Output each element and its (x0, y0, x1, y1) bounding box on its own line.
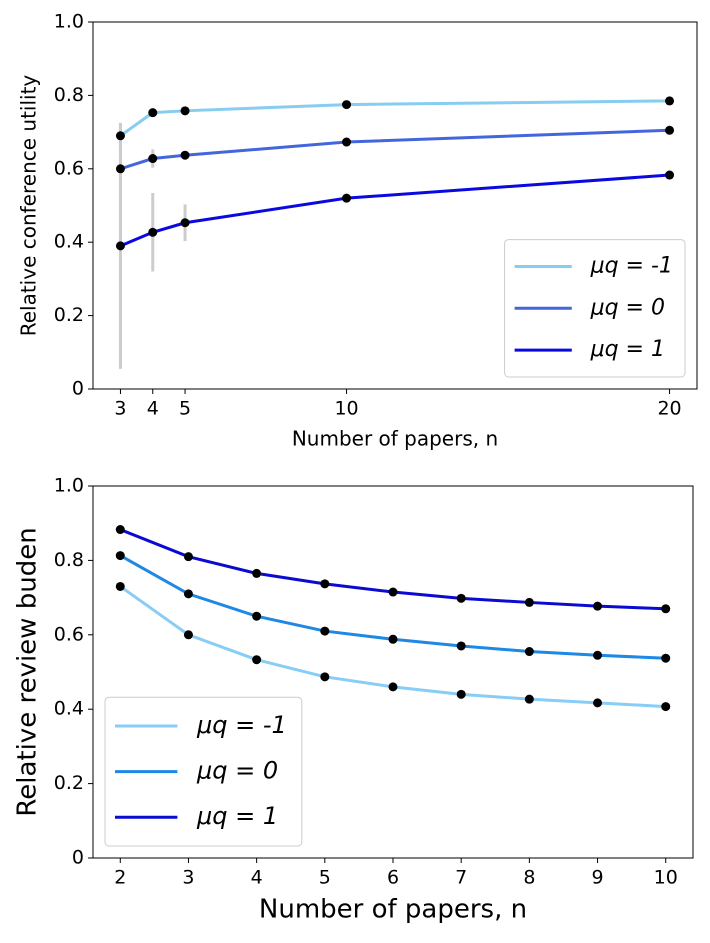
data-point (593, 601, 603, 611)
data-point (148, 108, 158, 118)
y-tick-label: 0 (72, 378, 84, 400)
legend-box (104, 696, 303, 847)
x-tick-label: 8 (523, 867, 535, 889)
plot-frame (92, 21, 698, 390)
x-tick-label: 4 (147, 398, 159, 420)
y-axis-label: Relative review buden (13, 527, 43, 816)
data-point (388, 682, 398, 692)
data-point (524, 597, 534, 607)
y-tick-label: 0.4 (54, 231, 84, 253)
x-tick-label: 3 (114, 398, 126, 420)
data-point (183, 552, 193, 562)
legend-label: μq = 0 (196, 757, 278, 785)
data-point (661, 702, 671, 712)
data-point (661, 653, 671, 663)
data-point (342, 193, 352, 203)
y-axis-label: Relative conference utility (17, 75, 41, 337)
plot-frame (92, 485, 694, 859)
data-point (115, 131, 125, 141)
legend-box (504, 239, 686, 378)
data-point (593, 650, 603, 660)
data-point (115, 551, 125, 561)
x-axis-label: Number of papers, n (259, 895, 527, 925)
x-tick-label: 9 (591, 867, 603, 889)
data-point (180, 218, 190, 228)
y-tick-label: 0.8 (54, 84, 84, 106)
data-point (593, 698, 603, 708)
x-tick-label: 3 (182, 867, 194, 889)
x-tick-label: 5 (319, 867, 331, 889)
data-point (665, 170, 675, 180)
legend-label: μq = -1 (196, 711, 287, 739)
legend-label: μq = 1 (196, 802, 278, 830)
data-point (252, 611, 262, 621)
data-point (388, 634, 398, 644)
data-point (183, 589, 193, 599)
y-tick-label: 0.2 (54, 304, 84, 326)
data-point (183, 630, 193, 640)
data-point (148, 227, 158, 237)
y-tick-label: 0.4 (54, 698, 84, 720)
y-tick-label: 0.8 (54, 549, 84, 571)
x-tick-label: 2 (114, 867, 126, 889)
x-tick-label: 20 (657, 398, 681, 420)
data-point (115, 241, 125, 251)
x-axis-label: Number of papers, n (292, 427, 498, 451)
legend: μq = -1 μq = 0 μq = 1 (504, 239, 686, 378)
y-tick-label: 0.6 (54, 157, 84, 179)
legend-label: μq = 0 (590, 295, 665, 320)
data-point (252, 568, 262, 578)
data-point (115, 164, 125, 174)
y-tick-label: 1.0 (54, 11, 84, 33)
data-point (320, 579, 330, 589)
x-tick-label: 6 (387, 867, 399, 889)
data-point (524, 694, 534, 704)
series-line (120, 128, 670, 171)
x-tick-label: 10 (654, 867, 678, 889)
data-point (388, 587, 398, 597)
x-tick-label: 4 (251, 867, 263, 889)
legend-label: μq = -1 (590, 254, 673, 279)
data-point (665, 125, 675, 135)
data-point (342, 137, 352, 147)
series-line (119, 173, 670, 248)
x-tick-label: 7 (455, 867, 467, 889)
data-point (665, 96, 675, 106)
legend-label: μq = 1 (590, 337, 665, 362)
data-point (320, 672, 330, 682)
legend: μq = -1 μq = 0 μq = 1 (104, 696, 303, 847)
data-point (661, 604, 671, 614)
data-point (148, 154, 158, 164)
y-tick-label: 0.6 (54, 623, 84, 645)
data-point (456, 689, 466, 699)
y-tick-label: 0 (72, 847, 84, 869)
data-point (115, 525, 125, 535)
y-tick-label: 0.2 (54, 772, 84, 794)
x-tick-label: 5 (179, 398, 191, 420)
series-line (119, 99, 670, 137)
data-point (456, 641, 466, 651)
data-point (180, 106, 190, 116)
y-tick-label: 1.0 (54, 475, 84, 497)
data-point (180, 150, 190, 160)
data-point (342, 100, 352, 110)
data-point (524, 647, 534, 657)
data-point (252, 655, 262, 665)
x-tick-label: 10 (334, 398, 358, 420)
data-point (456, 593, 466, 603)
data-point (115, 581, 125, 591)
data-point (320, 626, 330, 636)
